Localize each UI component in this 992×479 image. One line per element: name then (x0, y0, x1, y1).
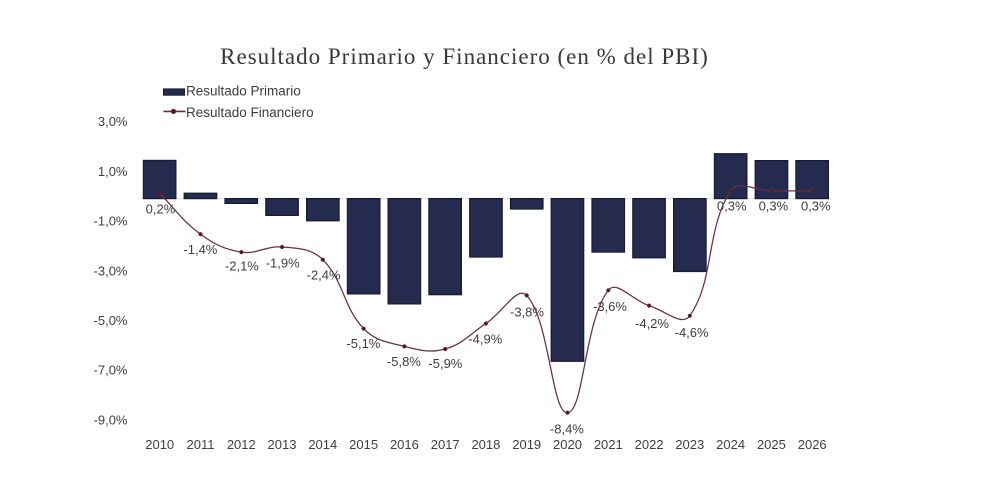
svg-text:-9,0%: -9,0% (94, 412, 128, 427)
svg-text:2012: 2012 (227, 437, 256, 452)
svg-text:-1,0%: -1,0% (94, 214, 128, 229)
svg-text:-5,9%: -5,9% (428, 356, 462, 371)
svg-text:Resultado Primario y Financier: Resultado Primario y Financiero (en % de… (220, 44, 709, 69)
svg-text:-3,8%: -3,8% (510, 305, 544, 320)
svg-text:2023: 2023 (675, 437, 704, 452)
svg-text:2013: 2013 (268, 437, 297, 452)
svg-text:2016: 2016 (390, 437, 419, 452)
svg-text:-5,1%: -5,1% (346, 336, 380, 351)
svg-text:0,3%: 0,3% (717, 198, 747, 213)
svg-text:-1,4%: -1,4% (183, 242, 217, 257)
svg-text:2024: 2024 (716, 437, 745, 452)
svg-text:1,0%: 1,0% (98, 164, 128, 179)
svg-text:-7,0%: -7,0% (94, 363, 128, 378)
svg-text:2011: 2011 (187, 437, 215, 452)
svg-text:2019: 2019 (512, 437, 541, 452)
svg-text:-4,6%: -4,6% (675, 325, 709, 340)
svg-text:2025: 2025 (757, 437, 786, 452)
svg-text:3,0%: 3,0% (98, 114, 128, 129)
svg-text:0,2%: 0,2% (146, 202, 176, 217)
svg-text:2020: 2020 (553, 437, 582, 452)
svg-text:-1,9%: -1,9% (266, 256, 300, 271)
svg-text:2014: 2014 (308, 437, 337, 452)
svg-text:2026: 2026 (798, 437, 827, 452)
svg-text:2021: 2021 (594, 437, 623, 452)
svg-text:2018: 2018 (471, 437, 500, 452)
svg-text:-4,9%: -4,9% (468, 332, 502, 347)
svg-text:-3,0%: -3,0% (94, 263, 128, 278)
svg-text:-4,2%: -4,2% (635, 316, 669, 331)
svg-text:2022: 2022 (635, 437, 664, 452)
svg-text:0,3%: 0,3% (801, 198, 831, 213)
svg-text:-8,4%: -8,4% (550, 421, 584, 436)
svg-text:-3,6%: -3,6% (593, 299, 627, 314)
svg-text:-5,0%: -5,0% (94, 313, 128, 328)
svg-text:-2,4%: -2,4% (307, 267, 341, 282)
svg-text:Resultado Financiero: Resultado Financiero (186, 105, 314, 120)
svg-text:2017: 2017 (431, 437, 460, 452)
svg-text:-5,8%: -5,8% (387, 354, 421, 369)
svg-text:0,3%: 0,3% (759, 198, 789, 213)
svg-text:-2,1%: -2,1% (225, 259, 259, 274)
svg-text:2010: 2010 (145, 437, 174, 452)
svg-text:Resultado Primario: Resultado Primario (186, 83, 301, 98)
svg-text:2015: 2015 (349, 437, 378, 452)
